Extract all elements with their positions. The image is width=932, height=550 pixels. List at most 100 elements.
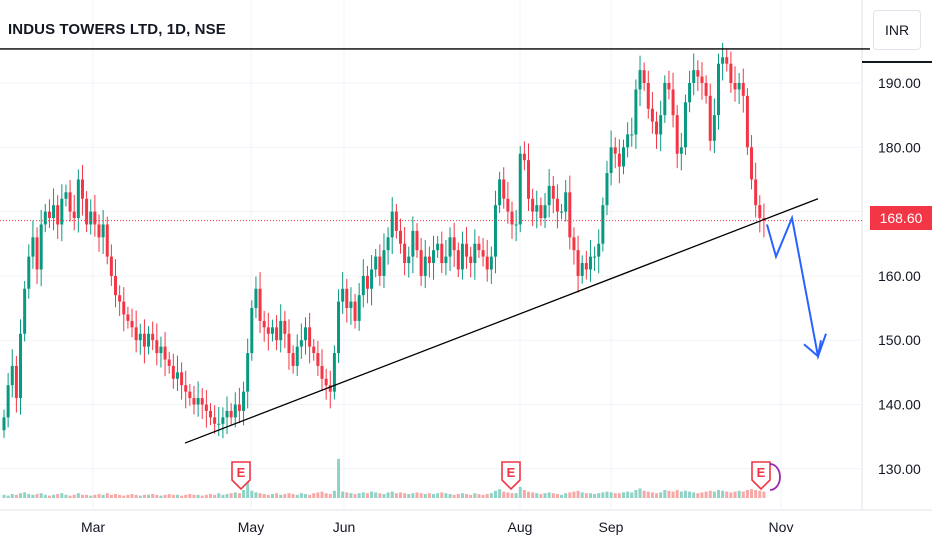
candle-body [242, 391, 246, 411]
candle-body [80, 179, 84, 199]
volume-bar [564, 493, 568, 498]
volume-bar [151, 494, 155, 498]
volume-bar [630, 492, 634, 498]
candle-body [167, 359, 171, 366]
candle-body [555, 198, 559, 212]
candle-body [361, 275, 365, 296]
volume-bar [60, 493, 64, 498]
candle-body [547, 185, 551, 206]
candle-body [209, 410, 212, 418]
candle-body [675, 115, 679, 154]
candle-body [332, 353, 336, 392]
candle-body [142, 333, 146, 347]
volume-bar [130, 494, 134, 498]
volume-bar [283, 494, 287, 498]
volume-bar [341, 491, 345, 498]
candle-body [229, 410, 233, 418]
volume-bar [72, 494, 76, 498]
volume-bar [39, 493, 43, 498]
volume-bar [382, 494, 386, 498]
volume-bar [655, 493, 659, 498]
volume-bar [700, 492, 704, 498]
candle-body [52, 205, 56, 219]
candle-body [593, 256, 597, 258]
candle-body [10, 365, 14, 386]
candle-body [708, 95, 712, 141]
candle-body [745, 95, 749, 148]
volume-bar [469, 494, 473, 498]
candle-body [584, 263, 588, 270]
volume-bar [180, 495, 184, 498]
volume-bar [213, 494, 217, 498]
candle-body [250, 308, 254, 354]
candle-body [258, 288, 262, 321]
candle-body [246, 353, 250, 392]
time-axis[interactable]: Mar May Jun Aug Sep Nov [81, 519, 794, 535]
candle-body [27, 256, 31, 289]
candle-body [171, 365, 175, 379]
candle-body [312, 346, 316, 354]
volume-bar [555, 494, 559, 498]
price-axis[interactable]: 190.00180.00170.00160.00150.00140.00130.… [878, 75, 921, 477]
volume-bar [184, 494, 188, 498]
candle-body [597, 243, 601, 257]
volume-bar [456, 494, 460, 498]
volume-bar [493, 490, 497, 498]
volume-bar [531, 492, 535, 498]
candle-body [613, 147, 617, 154]
earnings-marker-label: E [507, 465, 516, 480]
candle-body [489, 256, 493, 270]
candle-body [101, 224, 105, 238]
volume-bar [196, 494, 200, 498]
candle-body [320, 365, 324, 379]
volume-bar [593, 494, 597, 498]
volume-bar [80, 494, 84, 498]
candle-body [460, 243, 464, 270]
volume-bar [200, 495, 204, 498]
candle-body [266, 327, 270, 334]
candle-body [712, 115, 716, 141]
candle-body [601, 205, 605, 244]
volume-bar [221, 494, 225, 498]
candle-body [105, 224, 109, 257]
candle-body [626, 134, 630, 148]
candle-body [725, 57, 729, 64]
volume-bar [64, 494, 68, 498]
volume-bar [14, 494, 18, 498]
volume-bar [683, 490, 687, 498]
candle-body [415, 230, 419, 251]
candle-body [560, 211, 564, 213]
candle-body [427, 256, 431, 264]
volume-bar [514, 493, 518, 498]
candle-body [737, 83, 741, 90]
volume-bar [312, 493, 316, 498]
candle-body [481, 250, 485, 257]
candle-body [134, 327, 138, 341]
currency-button[interactable]: INR [873, 10, 921, 50]
candle-body [60, 198, 64, 225]
candle-body [200, 398, 204, 405]
candle-body [683, 102, 687, 148]
candle-body [14, 365, 18, 399]
candle-body [469, 256, 473, 264]
candle-body [283, 320, 287, 334]
volume-bar [704, 491, 708, 498]
volume-bar [93, 494, 97, 498]
volume-bar [155, 494, 159, 498]
volume-bar [622, 492, 625, 498]
candle-body [750, 147, 754, 180]
candle-body [155, 340, 159, 354]
candle-body [514, 224, 518, 226]
candle-body [35, 237, 39, 270]
candle-body [452, 237, 456, 251]
volume-bar [407, 494, 411, 498]
volume-bar [716, 490, 720, 498]
candle-body [551, 185, 555, 199]
candle-body [564, 192, 568, 212]
symbol-title[interactable]: INDUS TOWERS LTD, 1D, NSE [8, 21, 226, 38]
volume-bar [291, 494, 295, 498]
volume-bar [328, 494, 332, 498]
volume-bar [159, 495, 163, 498]
volume-bar [518, 486, 522, 498]
